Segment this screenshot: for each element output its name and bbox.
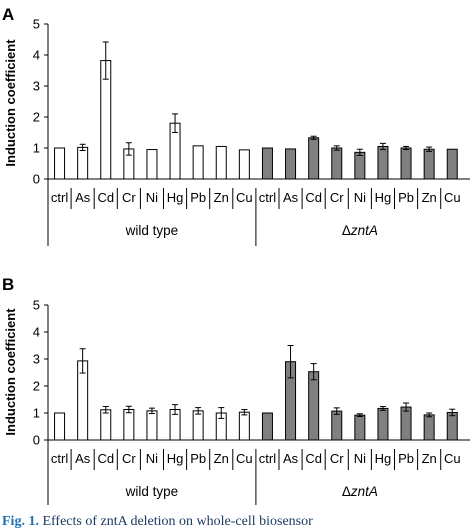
x-tick-label: Zn [214,451,229,466]
x-tick-label: ctrl [259,451,276,466]
figure-caption: Fig. 1. Effects of zntA deletion on whol… [2,514,474,532]
bar [192,410,204,441]
bar [400,147,412,180]
bar [54,147,66,180]
bar [354,414,366,441]
bar [54,412,66,441]
x-tick-label: Pb [398,190,414,205]
bar [77,146,89,180]
group-label-wild-type: wild type [125,484,179,499]
x-tick-label: Ni [146,451,158,466]
panel-letter-b: B [2,275,14,294]
x-tick-label: Hg [167,451,184,466]
group-label-mutant: ΔzntA [342,223,378,238]
bar [308,371,320,441]
mutant-gene-name: zntA [350,223,378,238]
x-tick-label: Hg [375,190,392,205]
x-tick-label: Hg [167,190,184,205]
y-tick-label: 3 [33,352,40,367]
x-tick-label: As [283,190,299,205]
x-tick-label: Pb [190,190,206,205]
x-tick-label: Cu [444,190,461,205]
bar [354,151,366,180]
y-tick-label: 5 [33,298,40,313]
x-tick-label: Ni [146,190,158,205]
y-tick-label: 3 [33,79,40,94]
x-tick-label: Cr [330,190,344,205]
bar [146,149,158,180]
x-tick-label: Cr [330,451,344,466]
bar [100,409,112,441]
caption-figure-label: Fig. 1. [2,514,39,529]
panel-b: B Induction coefficient 0 1 2 3 4 5 ctrl As Cd Cr… [2,275,470,505]
bar [423,414,435,441]
group-label-wild-type: wild type [125,223,179,238]
x-tick-label: Cu [236,451,253,466]
bar [331,147,343,180]
x-tick-label: Ni [354,190,366,205]
panel-a: A Induction coefficient 0 1 2 3 4 5 ctrl As Cd Cr… [2,5,470,246]
y-axis-label-a: Induction coefficient [3,39,18,167]
panel-letter-a: A [2,5,14,24]
bar [377,407,389,441]
mutant-gene-name: zntA [350,484,378,499]
delta-symbol: Δ [342,223,351,238]
bar [192,145,204,180]
y-axis-label-b: Induction coefficient [3,308,18,436]
x-tick-label: Cu [444,451,461,466]
bar [446,411,458,441]
x-tick-label: Cd [305,190,322,205]
x-tick-label: Cr [122,190,136,205]
x-tick-label: Cd [97,190,114,205]
x-tick-label: ctrl [51,190,68,205]
bar [123,408,135,441]
group-label-mutant: ΔzntA [342,484,378,499]
bar [446,148,458,180]
bar [261,147,273,180]
x-tick-label: Ni [354,451,366,466]
y-tick-label: 4 [33,325,40,340]
caption-text: Effects of zntA deletion on whole-cell b… [42,514,313,529]
bar [285,148,297,180]
bar [261,412,273,441]
x-tick-label: Zn [214,190,229,205]
x-tick-label: Cr [122,451,136,466]
x-tick-label: Hg [375,451,392,466]
bar [238,411,250,441]
x-tick-label: As [75,190,91,205]
y-tick-label: 5 [33,17,40,32]
y-tick-label: 2 [33,379,40,394]
x-tick-label: As [283,451,299,466]
bar [400,406,412,441]
bar [331,410,343,441]
x-tick-label: ctrl [259,190,276,205]
bar [146,410,158,441]
x-tick-label: ctrl [51,451,68,466]
x-tick-label: Cd [97,451,114,466]
x-tick-label: Pb [398,451,414,466]
x-tick-label: Cu [236,190,253,205]
y-tick-label: 4 [33,48,40,63]
y-tick-label: 1 [33,141,40,156]
x-tick-label: As [75,451,91,466]
x-tick-label: Pb [190,451,206,466]
bar [423,148,435,180]
y-tick-label: 0 [33,172,40,187]
bar [215,145,227,180]
y-tick-label: 0 [33,433,40,448]
x-tick-label: Zn [422,451,437,466]
y-tick-label: 1 [33,406,40,421]
delta-symbol: Δ [342,484,351,499]
bar [377,145,389,180]
x-tick-label: Cd [305,451,322,466]
x-tick-label: Zn [422,190,437,205]
bar [238,149,250,180]
bar [308,137,320,180]
y-tick-label: 2 [33,110,40,125]
